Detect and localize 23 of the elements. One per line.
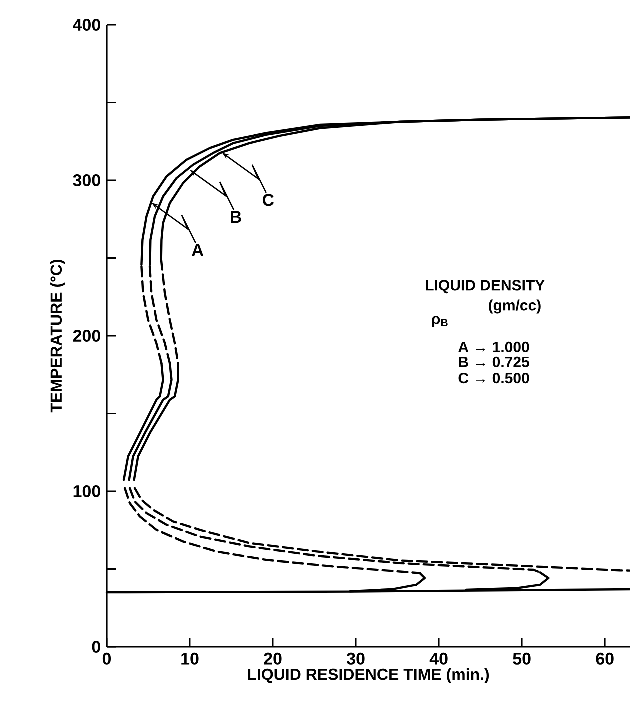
annotation: A → 1.000: [458, 342, 530, 352]
y-tick-label: 100: [74, 485, 100, 498]
y-tick-label: 200: [73, 330, 100, 342]
annotation: B: [231, 211, 242, 223]
y-axis-title: TEMPERATURE (°C): [50, 260, 66, 413]
x-tick-label: 30: [346, 652, 365, 665]
annotation: C: [262, 194, 274, 206]
annotation: LIQUID DENSITY: [426, 280, 545, 294]
x-tick-label: 60: [596, 652, 614, 665]
x-tick-label: 0: [102, 652, 112, 665]
annotation: ρ$_{B}$: [432, 316, 448, 328]
annotation: (gm/cc): [489, 300, 541, 314]
x-axis-title: LIQUID RESIDENCE TIME (min.): [248, 668, 490, 684]
x-tick-label: 20: [264, 652, 282, 665]
annotation: A: [192, 244, 204, 256]
x-tick-label: 10: [182, 652, 199, 665]
y-tick-label: 400: [73, 18, 100, 32]
annotation: C → 0.500: [458, 372, 530, 384]
y-tick-label: 300: [73, 174, 100, 187]
y-tick-label: 0: [92, 640, 100, 654]
annotation: B → 0.725: [459, 356, 530, 368]
x-tick-label: 40: [430, 652, 448, 665]
x-tick-label: 50: [513, 652, 531, 665]
